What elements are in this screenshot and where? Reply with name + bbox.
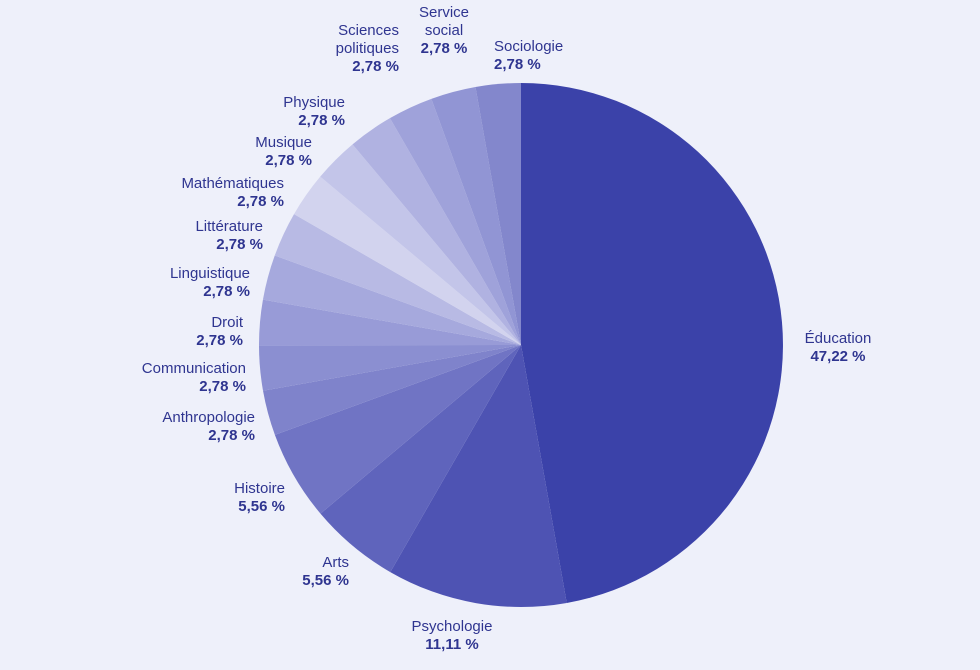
slice-label-text: Musique: [255, 134, 312, 151]
slice-label-text: Littérature: [195, 218, 263, 235]
slice-label-text: Éducation: [805, 330, 872, 347]
pie-slice-mathematiques: [294, 176, 521, 345]
slice-value-label: 47,22 %: [810, 348, 865, 365]
pie-slice-arts: [320, 345, 521, 573]
slice-value-label: 2,78 %: [216, 236, 263, 253]
pie-slice-service-social: [431, 86, 521, 345]
pie-slice-linguistique: [262, 255, 521, 345]
slice-value-label: 2,78 %: [421, 40, 468, 57]
slice-label-text: Linguistique: [170, 265, 250, 282]
slice-value-label: 2,78 %: [298, 112, 345, 129]
slice-label-text: politiques: [336, 40, 399, 57]
slice-label-text: Mathématiques: [181, 175, 284, 192]
pie-slice-anthropologie: [263, 345, 521, 435]
pie-slice-physique: [352, 118, 521, 345]
pie-slice-education: [521, 83, 783, 603]
pie-slices: [258, 82, 783, 607]
slice-label-text: Sciences: [338, 22, 399, 39]
pie-slice-droit: [258, 299, 521, 346]
slice-value-label: 2,78 %: [494, 56, 541, 73]
slice-label-text: Physique: [283, 94, 345, 111]
slice-label-text: Sociologie: [494, 38, 563, 55]
slice-value-label: 2,78 %: [352, 58, 399, 75]
slice-value-label: 5,56 %: [302, 572, 349, 589]
slice-value-label: 5,56 %: [238, 498, 285, 515]
slice-label-text: Droit: [211, 314, 244, 331]
pie-slice-musique: [320, 144, 521, 345]
slice-value-label: 2,78 %: [208, 427, 255, 444]
slice-label-text: social: [425, 22, 463, 39]
pie-slice-litterature: [274, 214, 521, 345]
slice-label-text: Service: [419, 4, 469, 21]
slice-value-label: 2,78 %: [199, 378, 246, 395]
slice-value-label: 11,11 %: [425, 636, 478, 653]
slice-value-label: 2,78 %: [265, 152, 312, 169]
slice-label-text: Arts: [322, 554, 349, 571]
slice-value-label: 2,78 %: [203, 283, 250, 300]
pie-slice-sociologie: [475, 82, 521, 345]
slice-value-label: 2,78 %: [237, 193, 284, 210]
pie-slice-histoire: [274, 345, 521, 514]
slice-label-text: Communication: [142, 360, 246, 377]
slice-value-label: 2,78 %: [196, 332, 243, 349]
slice-label-text: Anthropologie: [162, 409, 255, 426]
pie-slice-communication: [259, 345, 521, 391]
pie-slice-sciences-politiques: [389, 98, 521, 345]
slice-label-text: Histoire: [234, 480, 285, 497]
pie-slice-psychologie: [390, 345, 567, 607]
slice-label-text: Psychologie: [412, 618, 493, 635]
